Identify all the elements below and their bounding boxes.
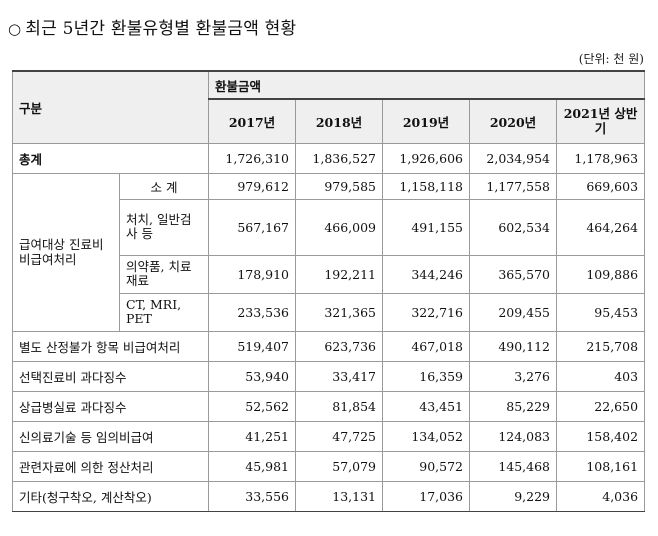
cell-value: 13,131 xyxy=(295,480,384,512)
cell-value: 321,365 xyxy=(295,292,384,332)
cell-value: 52,562 xyxy=(208,390,297,422)
sub-label: 소 계 xyxy=(118,172,210,200)
header-category: 구분 xyxy=(11,70,210,144)
row-label: 상급병실료 과다징수 xyxy=(11,390,210,422)
cell-value: 134,052 xyxy=(382,420,471,452)
table-row: 처치, 일반검사 등 567,167 466,009 491,155 602,5… xyxy=(13,198,646,256)
header-group: 환불금액 xyxy=(208,70,646,100)
cell-value: 22,650 xyxy=(556,390,646,422)
table-row: 관련자료에 의한 정산처리 45,981 57,079 90,572 145,4… xyxy=(11,450,646,482)
header-year: 2021년 상반기 xyxy=(556,98,646,144)
cell-value: 9,229 xyxy=(469,480,558,512)
cell-value: 43,451 xyxy=(382,390,471,422)
row-label: 기타(청구착오, 계산착오) xyxy=(11,480,210,512)
cell-value: 33,417 xyxy=(295,360,384,392)
cell-value: 158,402 xyxy=(556,420,646,452)
cell-value: 3,276 xyxy=(469,360,558,392)
table-row: 의약품, 치료재료 178,910 192,211 344,246 365,57… xyxy=(13,254,646,294)
table-row: 상급병실료 과다징수 52,562 81,854 43,451 85,229 2… xyxy=(11,390,646,422)
row-label: 선택진료비 과다징수 xyxy=(11,360,210,392)
cell-value: 109,886 xyxy=(556,254,646,294)
sub-label: CT, MRI, PET xyxy=(118,292,210,332)
cell-value: 669,603 xyxy=(556,172,646,200)
cell-value: 145,468 xyxy=(469,450,558,482)
cell-value: 17,036 xyxy=(382,480,471,512)
sub-label: 처치, 일반검사 등 xyxy=(118,198,210,256)
cell-value: 490,112 xyxy=(469,330,558,362)
cell-value: 178,910 xyxy=(208,254,297,294)
cell-value: 979,585 xyxy=(295,172,384,200)
cell-value: 1,726,310 xyxy=(208,142,297,174)
cell-value: 53,940 xyxy=(208,360,297,392)
cell-value: 124,083 xyxy=(469,420,558,452)
table-row-total: 총계 1,726,310 1,836,527 1,926,606 2,034,9… xyxy=(11,142,646,174)
cell-value: 1,158,118 xyxy=(382,172,471,200)
cell-value: 979,612 xyxy=(208,172,297,200)
cell-value: 108,161 xyxy=(556,450,646,482)
cell-value: 567,167 xyxy=(208,198,297,256)
header-year: 2020년 xyxy=(469,98,558,144)
cell-value: 1,177,558 xyxy=(469,172,558,200)
cell-value: 365,570 xyxy=(469,254,558,294)
cell-value: 33,556 xyxy=(208,480,297,512)
table-row: 기타(청구착오, 계산착오) 33,556 13,131 17,036 9,22… xyxy=(11,480,646,512)
title-text: 최근 5년간 환불유형별 환불금액 현황 xyxy=(25,19,297,39)
cell-value: 466,009 xyxy=(295,198,384,256)
cell-value: 344,246 xyxy=(382,254,471,294)
cell-value: 403 xyxy=(556,360,646,392)
sub-label: 의약품, 치료재료 xyxy=(118,254,210,294)
cell-value: 57,079 xyxy=(295,450,384,482)
cell-value: 464,264 xyxy=(556,198,646,256)
cell-value: 215,708 xyxy=(556,330,646,362)
cell-value: 192,211 xyxy=(295,254,384,294)
page-title: ○ 최근 5년간 환불유형별 환불금액 현황 xyxy=(8,14,296,39)
cell-value: 467,018 xyxy=(382,330,471,362)
cell-value: 41,251 xyxy=(208,420,297,452)
cell-value: 16,359 xyxy=(382,360,471,392)
table-row: 신의료기술 등 임의비급여 41,251 47,725 134,052 124,… xyxy=(11,420,646,452)
table-row: 급여대상 진료비 비급여처리 소 계 979,612 979,585 1,158… xyxy=(12,172,646,332)
header-year: 2019년 xyxy=(382,98,471,144)
table-row: 선택진료비 과다징수 53,940 33,417 16,359 3,276 40… xyxy=(11,360,646,392)
cell-value: 85,229 xyxy=(469,390,558,422)
cell-value: 81,854 xyxy=(295,390,384,422)
row-label: 관련자료에 의한 정산처리 xyxy=(11,450,210,482)
unit-label: (단위: 천 원) xyxy=(578,52,644,66)
cell-value: 90,572 xyxy=(382,450,471,482)
cell-value: 322,716 xyxy=(382,292,471,332)
cell-value: 623,736 xyxy=(295,330,384,362)
cell-value: 233,536 xyxy=(208,292,297,332)
cell-value: 491,155 xyxy=(382,198,471,256)
cell-value: 1,178,963 xyxy=(556,142,646,174)
cell-value: 47,725 xyxy=(295,420,384,452)
cell-value: 1,836,527 xyxy=(295,142,384,174)
row-label: 총계 xyxy=(11,142,210,174)
cell-value: 95,453 xyxy=(556,292,646,332)
cell-value: 209,455 xyxy=(469,292,558,332)
group-label: 급여대상 진료비 비급여처리 xyxy=(12,172,120,332)
header-year: 2018년 xyxy=(295,98,384,144)
cell-value: 519,407 xyxy=(208,330,297,362)
cell-value: 1,926,606 xyxy=(382,142,471,174)
cell-value: 2,034,954 xyxy=(469,142,558,174)
cell-value: 4,036 xyxy=(556,480,646,512)
table-row: CT, MRI, PET 233,536 321,365 322,716 209… xyxy=(13,292,646,332)
row-label: 신의료기술 등 임의비급여 xyxy=(11,420,210,452)
header-year: 2017년 xyxy=(208,98,297,144)
circle-bullet-icon: ○ xyxy=(8,20,22,38)
table-row: 별도 산정불가 항목 비급여처리 519,407 623,736 467,018… xyxy=(11,330,646,362)
refund-table: 구분 환불금액 2017년 2018년 2019년 2020년 2021년 상반… xyxy=(11,70,646,512)
row-label: 별도 산정불가 항목 비급여처리 xyxy=(11,330,210,362)
cell-value: 602,534 xyxy=(469,198,558,256)
cell-value: 45,981 xyxy=(208,450,297,482)
